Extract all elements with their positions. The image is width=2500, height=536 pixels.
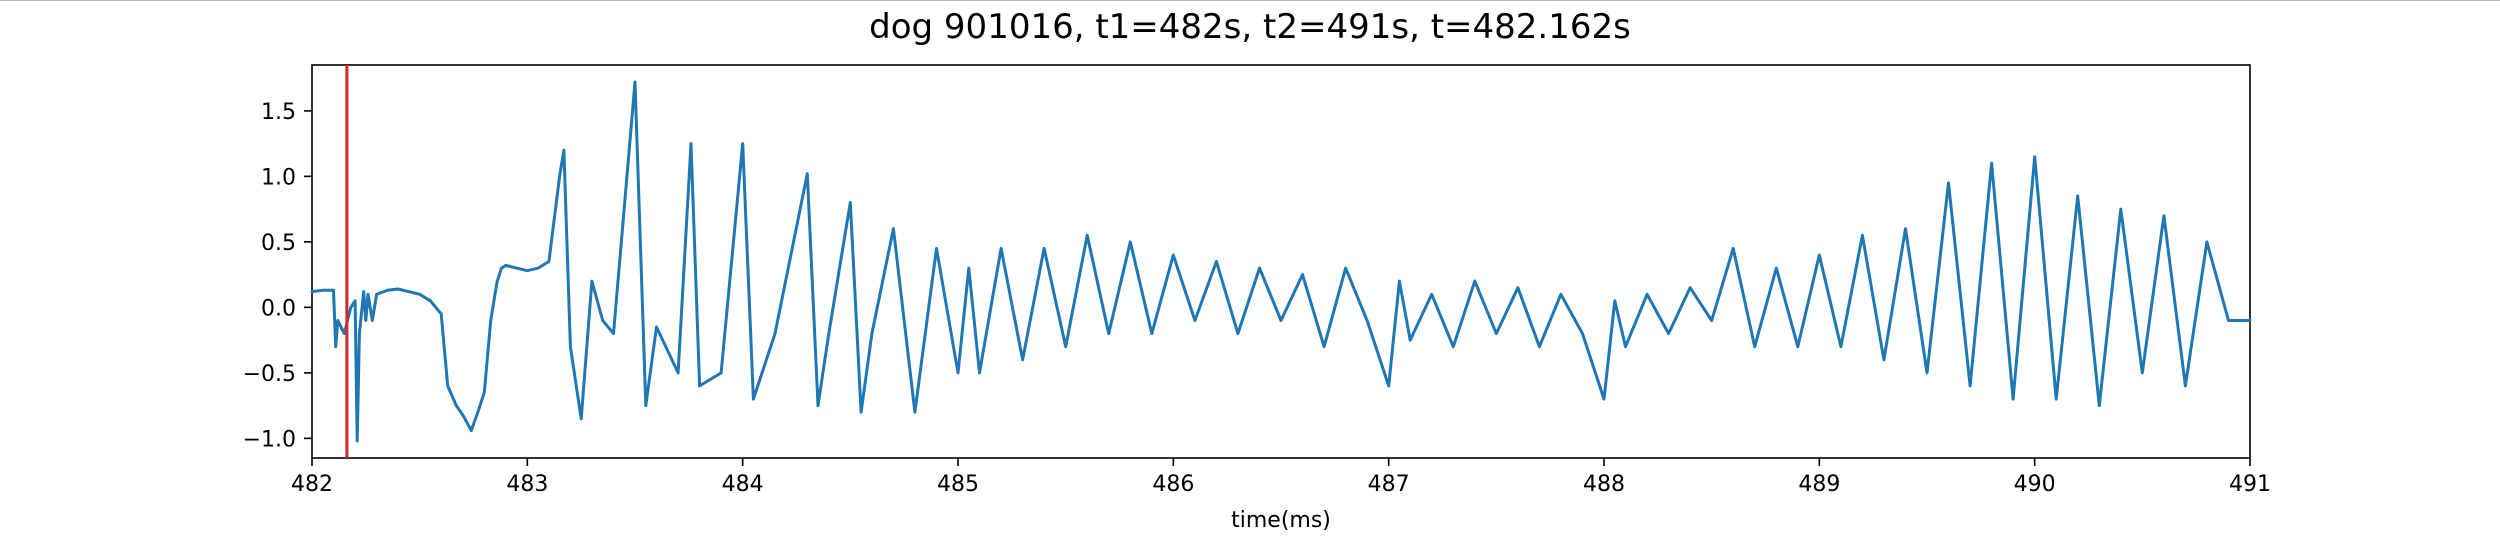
plot-area: 482 483 484 485 486 487 488 489 490 491 −1.0 −0.5 0.…: [243, 64, 2271, 497]
x-axis-label: time(ms): [1231, 508, 1331, 533]
y-tick-label: −0.5: [243, 362, 296, 387]
y-tick-label: −1.0: [243, 427, 296, 452]
x-tick-label: 488: [1583, 472, 1625, 497]
plot-frame: [311, 64, 2251, 459]
y-tick-label: 1.0: [261, 165, 296, 190]
y-tick-label: 0.5: [261, 231, 296, 256]
x-tick-label: 484: [722, 472, 764, 497]
x-tick-label: 485: [937, 472, 979, 497]
x-tick-label: 486: [1152, 472, 1194, 497]
y-tick-label: 1.5: [261, 100, 296, 125]
top-border-line: [0, 0, 2500, 1]
x-tick-label: 490: [2014, 472, 2056, 497]
signal-trace-line: [310, 80, 2252, 443]
x-tick-label: 491: [2229, 472, 2271, 497]
y-tick-label: 0.0: [261, 296, 296, 321]
x-tick-label: 483: [506, 472, 548, 497]
x-tick-label: 487: [1368, 472, 1410, 497]
x-tick-label: 482: [291, 472, 333, 497]
chart-title: dog 901016, t1=482s, t2=491s, t=482.162s: [869, 7, 1631, 47]
x-tick-label: 489: [1798, 472, 1840, 497]
